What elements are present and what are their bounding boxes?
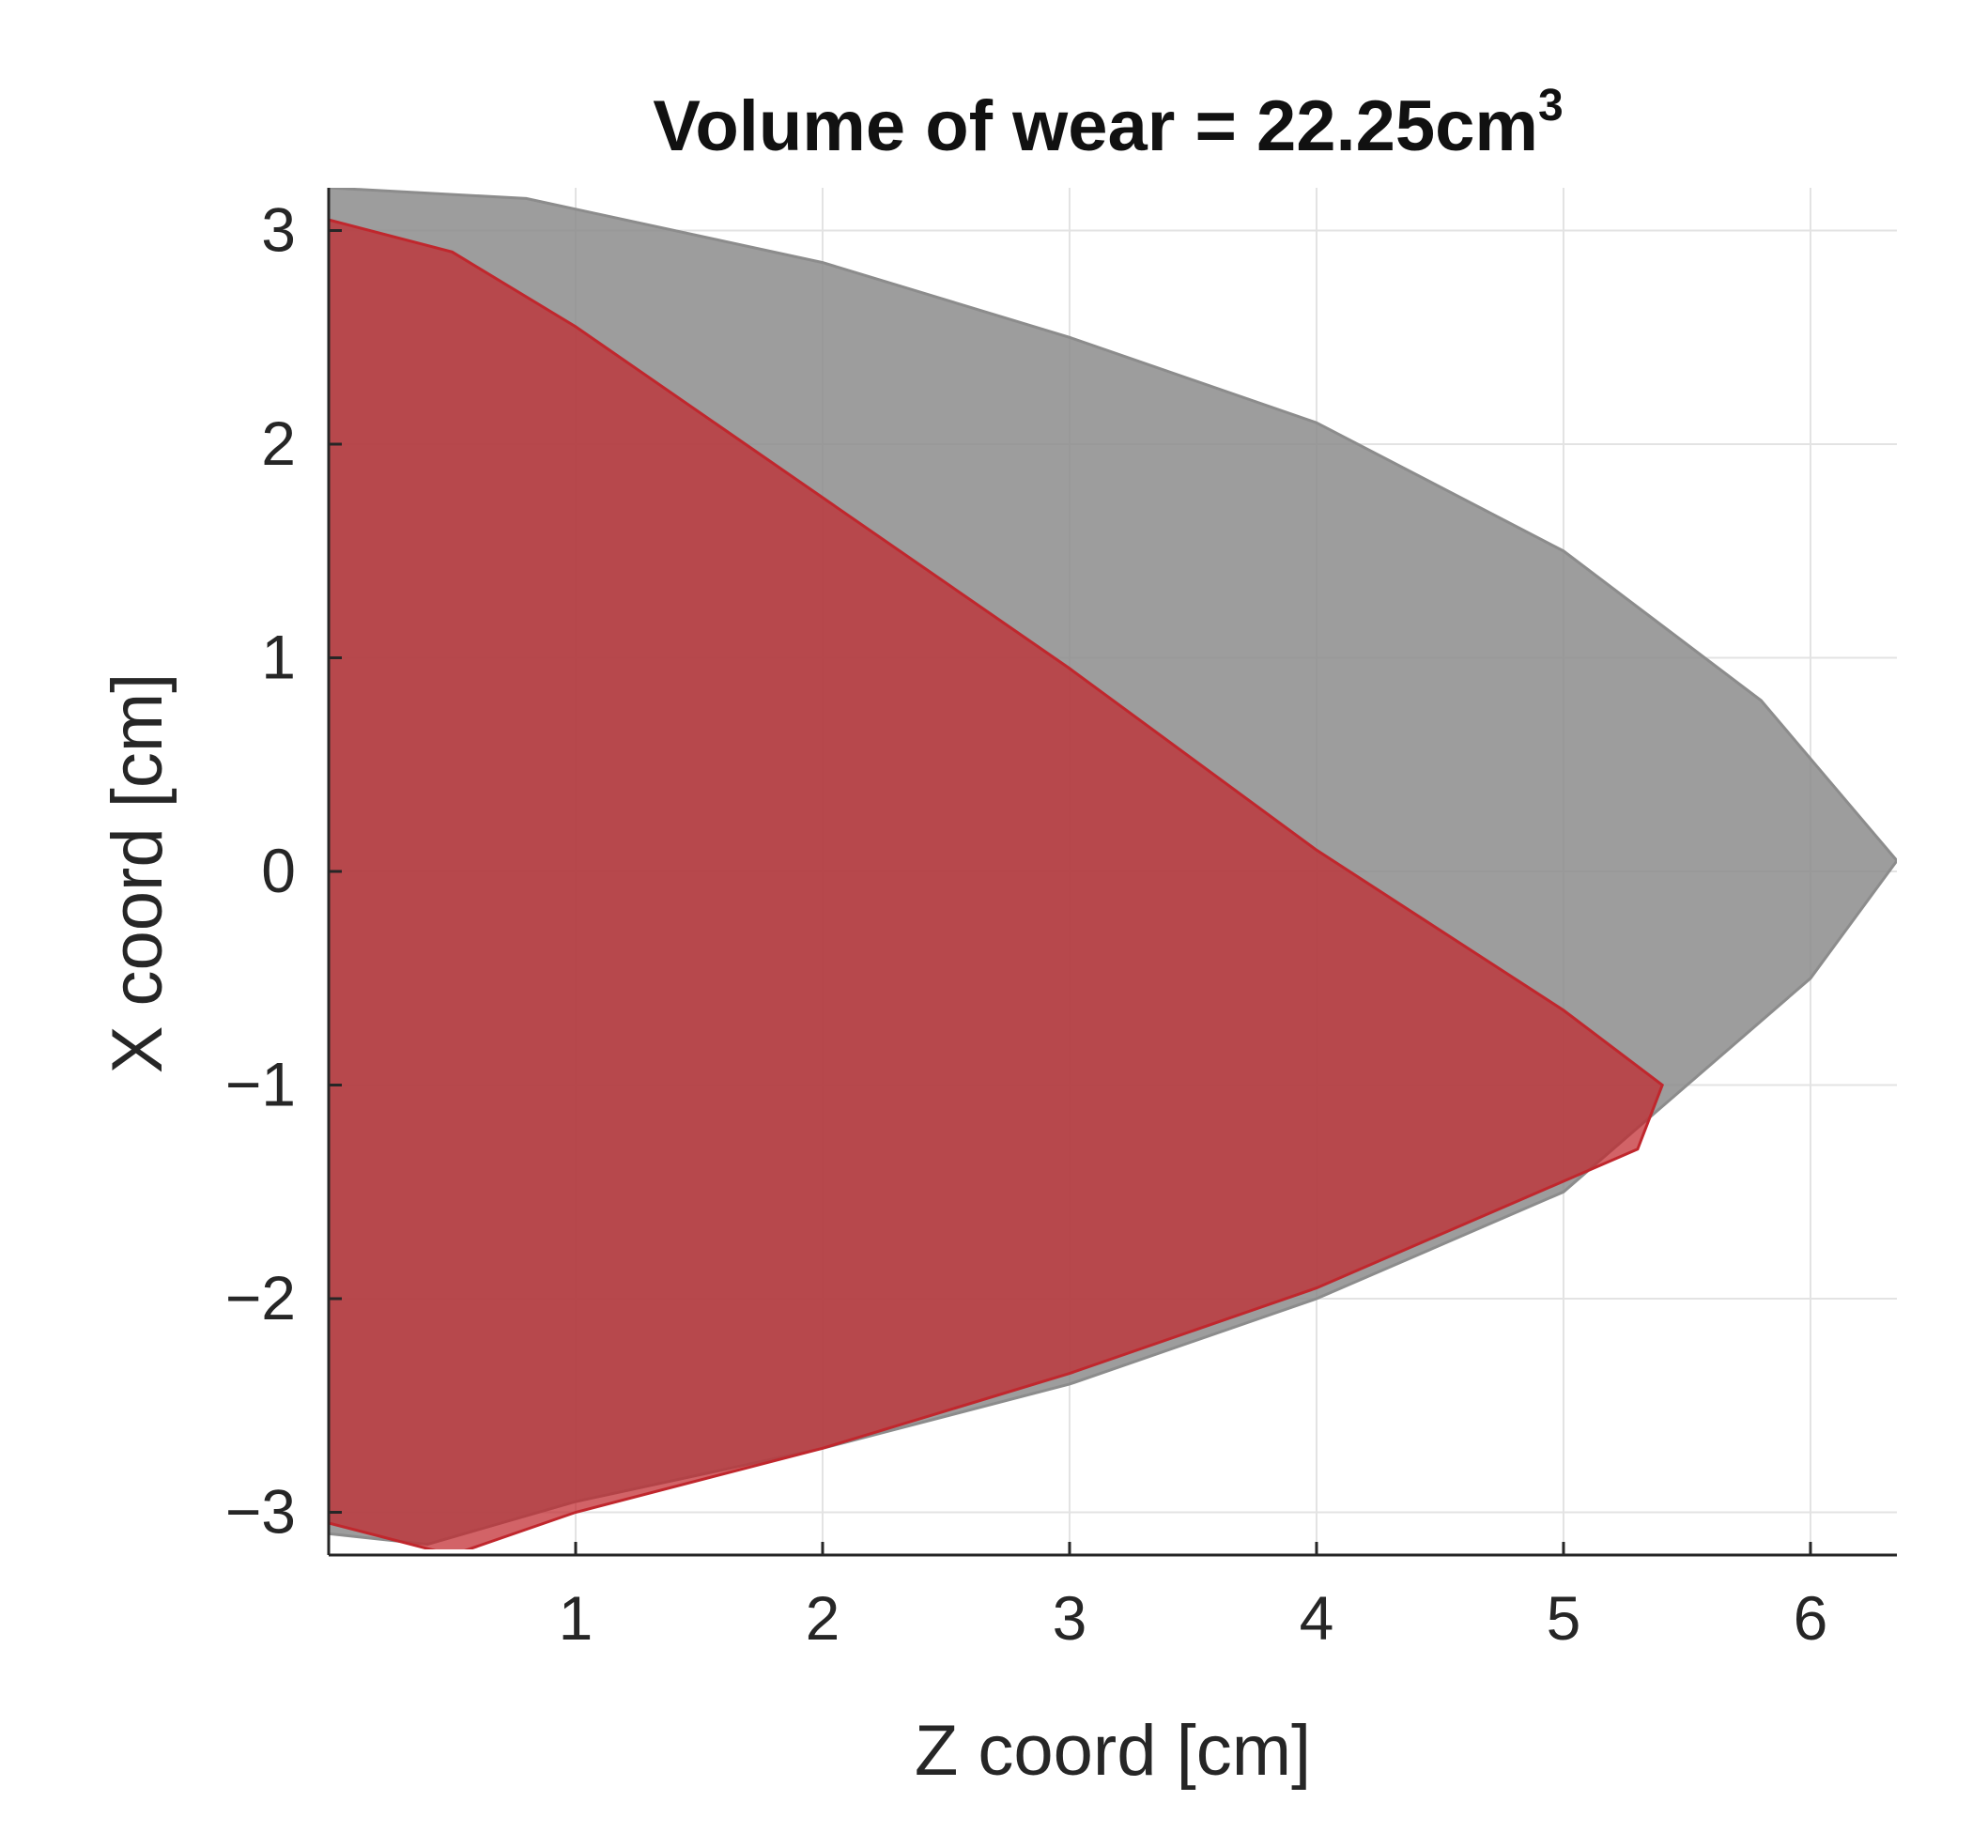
wear-region <box>329 218 1665 1549</box>
y-tick-labels: −3 −2 −1 0 1 2 3 <box>225 195 296 1547</box>
x-tick-label: 6 <box>1794 1583 1828 1653</box>
x-tick-label: 2 <box>806 1583 840 1653</box>
x-tick-label: 3 <box>1053 1583 1087 1653</box>
y-axis-label: X coord [cm] <box>98 673 177 1074</box>
y-tick-label: 3 <box>261 195 296 265</box>
chart-title-main: Volume of wear = 22.25cm <box>653 86 1538 166</box>
y-tick-label: 1 <box>261 623 296 692</box>
chart-title-superscript: 3 <box>1538 81 1564 131</box>
x-tick-label: 4 <box>1300 1583 1334 1653</box>
y-tick-label: −1 <box>225 1050 296 1119</box>
y-tick-label: 2 <box>261 408 296 478</box>
y-tick-label: −3 <box>225 1477 296 1547</box>
x-tick-label: 5 <box>1547 1583 1581 1653</box>
y-tick-label: 0 <box>261 836 296 905</box>
x-tick-label: 1 <box>559 1583 593 1653</box>
y-tick-label: −2 <box>225 1263 296 1332</box>
wear-regions <box>329 188 1897 1549</box>
chart-title: Volume of wear = 22.25cm3 <box>653 81 1563 166</box>
x-tick-labels: 1 2 3 4 5 6 <box>559 1583 1828 1653</box>
x-axis-label: Z coord [cm] <box>915 1711 1311 1791</box>
axes <box>327 188 1897 1557</box>
